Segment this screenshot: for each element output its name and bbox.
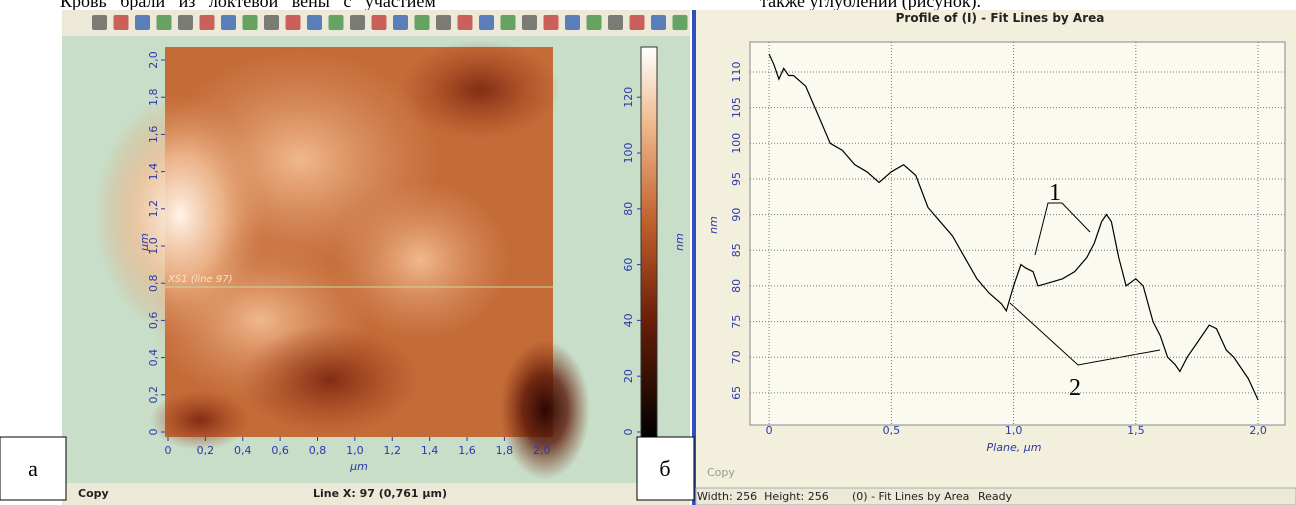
- y-tick-label: 70: [730, 350, 743, 364]
- colorbar-label: nm: [673, 233, 686, 251]
- x-axis-label: µm: [349, 460, 368, 473]
- panel-label: б: [659, 456, 670, 481]
- toolbar-icon[interactable]: [329, 15, 344, 30]
- toolbar-icon[interactable]: [522, 15, 537, 30]
- y-tick-label: 100: [730, 133, 743, 154]
- toolbar-icon[interactable]: [221, 15, 236, 30]
- toolbar-icon[interactable]: [608, 15, 623, 30]
- y-tick-label: 0,4: [147, 349, 160, 367]
- y-tick-label: 90: [730, 208, 743, 222]
- toolbar-icon[interactable]: [243, 15, 258, 30]
- colorbar-tick-label: 60: [622, 258, 635, 272]
- toolbar-icon[interactable]: [372, 15, 387, 30]
- x-tick-label: 1,5: [1127, 424, 1145, 437]
- y-tick-label: 105: [730, 97, 743, 118]
- y-tick-label: 80: [730, 279, 743, 293]
- toolbar-icon[interactable]: [436, 15, 451, 30]
- toolbar-icon[interactable]: [544, 15, 559, 30]
- x-tick-label: 1,8: [496, 444, 514, 457]
- chart-title: Profile of (I) - Fit Lines by Area: [896, 11, 1105, 25]
- y-tick-label: 0,8: [147, 274, 160, 292]
- x-tick-label: 1,4: [421, 444, 439, 457]
- y-tick-label: 1,2: [147, 200, 160, 218]
- colorbar-tick-label: 80: [622, 202, 635, 216]
- toolbar-icon[interactable]: [157, 15, 172, 30]
- x-tick-label: 0,8: [309, 444, 327, 457]
- y-axis-label: nm: [707, 216, 720, 234]
- y-tick-label: 65: [730, 386, 743, 400]
- status-text: Width: 256 Height: 256: [697, 490, 829, 503]
- toolbar-icon[interactable]: [651, 15, 666, 30]
- colorbar-tick-label: 0: [622, 428, 635, 435]
- y-tick-label: 2,0: [147, 51, 160, 69]
- toolbar-icon[interactable]: [458, 15, 473, 30]
- status-text: Ready: [978, 490, 1013, 503]
- toolbar-icon[interactable]: [350, 15, 365, 30]
- annotation: 1: [1049, 180, 1061, 206]
- annotation: 2: [1069, 375, 1081, 401]
- x-tick-label: 1,2: [384, 444, 402, 457]
- x-tick-label: 0: [164, 444, 171, 457]
- status-text: Copy: [78, 487, 109, 500]
- toolbar-icon[interactable]: [565, 15, 580, 30]
- y-tick-label: 0: [147, 428, 160, 435]
- x-tick-label: 0: [766, 424, 773, 437]
- panel-label: а: [28, 456, 38, 481]
- x-tick-label: 0,5: [883, 424, 901, 437]
- status-text: (0) - Fit Lines by Area: [852, 490, 969, 503]
- colorbar-tick-label: 100: [622, 143, 635, 164]
- toolbar-icon[interactable]: [286, 15, 301, 30]
- y-tick-label: 1,4: [147, 163, 160, 181]
- colorbar-tick-label: 120: [622, 87, 635, 108]
- y-tick-label: 1,0: [147, 237, 160, 255]
- divider: [692, 10, 696, 505]
- y-tick-label: 85: [730, 243, 743, 257]
- cross-section-label: XS1 (line 97): [167, 274, 233, 285]
- x-tick-label: 2,0: [1249, 424, 1267, 437]
- x-tick-label: 0,2: [197, 444, 215, 457]
- y-tick-label: 110: [730, 61, 743, 82]
- y-tick-label: 0,6: [147, 312, 160, 330]
- y-tick-label: 75: [730, 315, 743, 329]
- y-tick-label: 0,2: [147, 386, 160, 404]
- toolbar-icon[interactable]: [178, 15, 193, 30]
- y-tick-label: 1,8: [147, 88, 160, 106]
- toolbar-icon[interactable]: [264, 15, 279, 30]
- colorbar-tick-label: 20: [622, 369, 635, 383]
- x-axis-label: Plane, µm: [987, 441, 1042, 454]
- toolbar-icon[interactable]: [501, 15, 516, 30]
- page: Кровь брали из локтевой вены с участием …: [0, 0, 1296, 505]
- x-tick-label: 2,0: [533, 444, 551, 457]
- toolbar-icon[interactable]: [92, 15, 107, 30]
- x-tick-label: 1,0: [1005, 424, 1023, 437]
- toolbar-icon[interactable]: [673, 15, 688, 30]
- toolbar-icon[interactable]: [415, 15, 430, 30]
- toolbar-icon[interactable]: [200, 15, 215, 30]
- y-tick-label: 95: [730, 172, 743, 186]
- toolbar-icon[interactable]: [587, 15, 602, 30]
- x-tick-label: 1,6: [458, 444, 476, 457]
- x-tick-label: 1,0: [346, 444, 364, 457]
- x-tick-label: 0,6: [271, 444, 289, 457]
- status-text: Copy: [707, 466, 735, 479]
- y-tick-label: 1,6: [147, 126, 160, 144]
- toolbar-icon[interactable]: [393, 15, 408, 30]
- toolbar-icon[interactable]: [630, 15, 645, 30]
- x-tick-label: 0,4: [234, 444, 252, 457]
- toolbar-icon[interactable]: [135, 15, 150, 30]
- colorbar: [641, 47, 657, 437]
- toolbar-icon[interactable]: [114, 15, 129, 30]
- colorbar-tick-label: 40: [622, 313, 635, 327]
- toolbar-icon[interactable]: [307, 15, 322, 30]
- plot-area: [750, 42, 1285, 425]
- status-text: Line X: 97 (0,761 µm): [313, 487, 447, 500]
- toolbar-icon[interactable]: [479, 15, 494, 30]
- top-text: Кровь брали из локтевой вены с участием: [60, 0, 436, 11]
